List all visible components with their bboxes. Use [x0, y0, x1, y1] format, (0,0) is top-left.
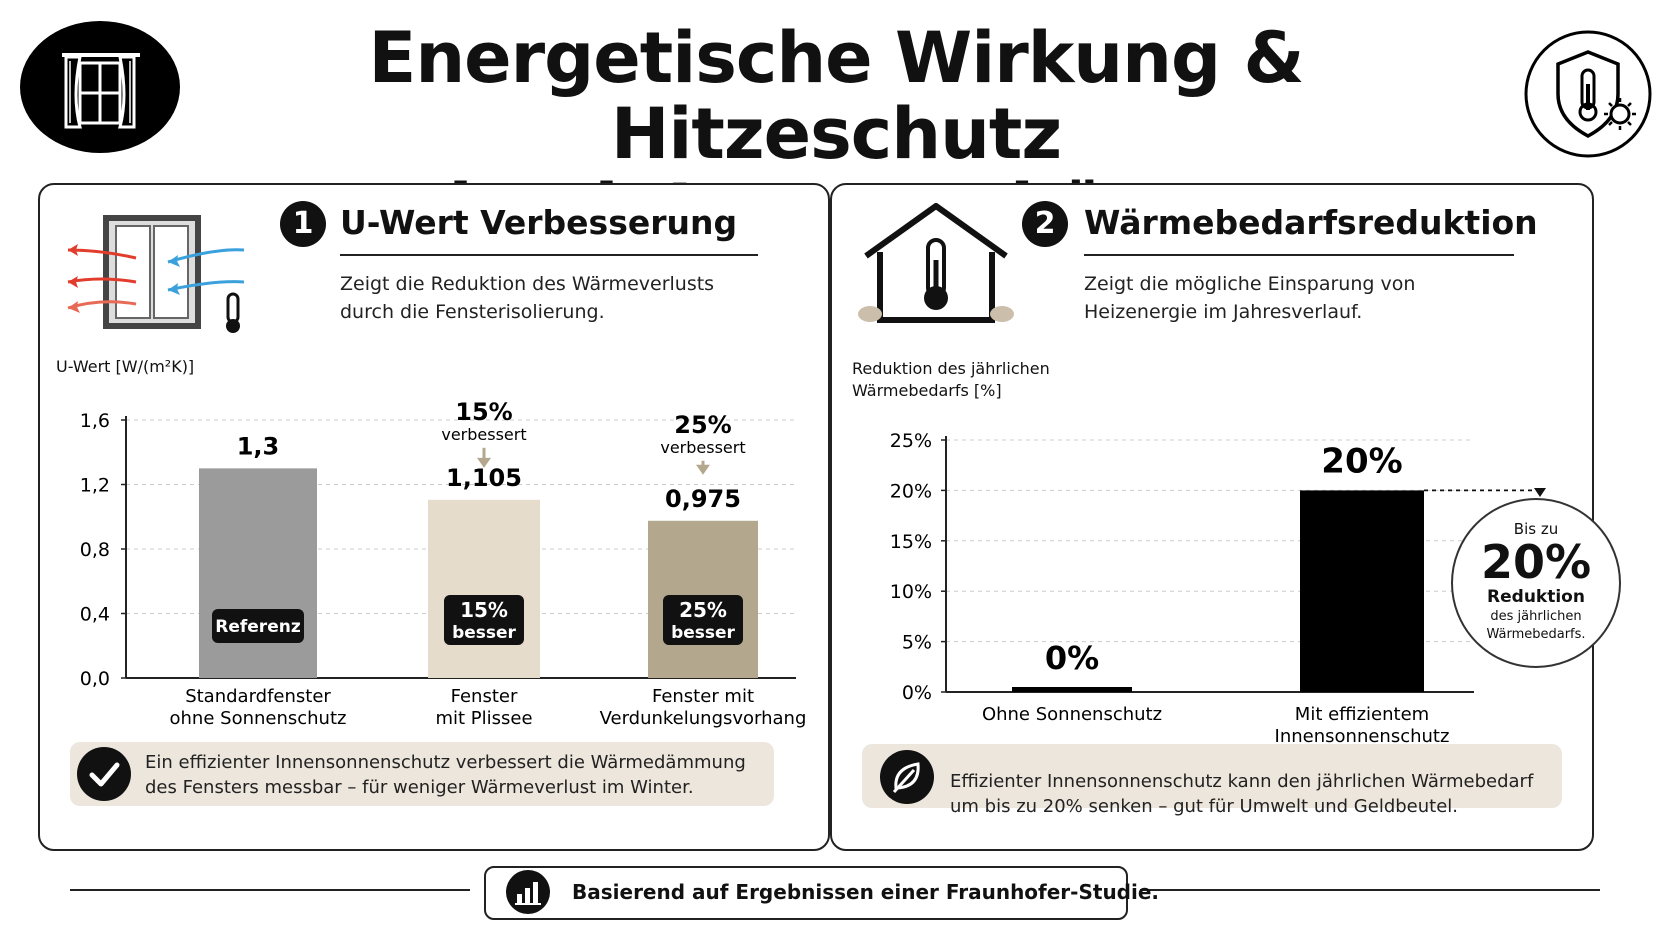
- checkmark-icon: [77, 747, 131, 801]
- callout-line3: des jährlichen: [1490, 609, 1582, 624]
- chart1-bar: [199, 468, 317, 678]
- chart2-ylabel-line1: Reduktion des jährlichen: [852, 359, 1050, 378]
- chart1-annotation-pct: 15%: [455, 398, 512, 426]
- callout-value: 20%: [1480, 535, 1592, 589]
- window-heatflow-icon: [56, 210, 246, 340]
- chart2-tick-label: 0%: [902, 682, 932, 704]
- panel2-note-line2: um bis zu 20% senken – gut für Umwelt un…: [950, 796, 1459, 817]
- panel1-note-line2: des Fensters messbar – für weniger Wärme…: [145, 777, 694, 798]
- panel2-note: [862, 744, 1562, 808]
- chart2-plot: 0% 5% 10% 15% 20% 25% 0% Ohne Sonnenschutz 20% Mi…: [890, 430, 1546, 747]
- chart2-callout-arrowhead: [1534, 488, 1546, 497]
- chart2-ylabel: Reduktion des jährlichen Wärmebedarfs [%…: [852, 358, 1050, 402]
- chart1-tick-label: 0,8: [80, 539, 110, 561]
- panel1-description-line1: Zeigt die Reduktion des Wärmeverlusts: [340, 273, 715, 295]
- chart1-bar: [428, 499, 540, 678]
- chart1-tick-label: 1,2: [80, 475, 110, 497]
- panel2-number: 2: [1022, 201, 1068, 247]
- footer-text: Basierend auf Ergebnissen einer Fraunhof…: [572, 880, 1160, 904]
- footer-line-right: [1140, 889, 1600, 891]
- chart1-value-label: 0,975: [665, 485, 741, 513]
- panel1-note: [70, 742, 774, 806]
- panel1-divider: [340, 254, 758, 256]
- chart2-ylabel-line2: Wärmebedarfs [%]: [852, 381, 1002, 400]
- chart2-value-label: 0%: [1045, 639, 1099, 677]
- panel2-divider: [1084, 254, 1514, 256]
- chart1-ylabel: U-Wert [W/(m²K)]: [56, 357, 195, 376]
- chart2-tick-label: 15%: [890, 531, 932, 553]
- chart2-tick-label: 25%: [890, 430, 932, 452]
- chart1-bar-badge-text: 15%: [460, 598, 508, 622]
- panel2-note-text: Effizienter Innensonnenschutz kann den j…: [950, 769, 1533, 819]
- chart1-bar-badge-text: besser: [452, 623, 516, 643]
- footer-line-left: [70, 889, 470, 891]
- chart1-category-label: Fenster: [451, 686, 518, 707]
- window-curtain-icon: [14, 17, 186, 157]
- chart1-value-label: 1,3: [237, 432, 280, 460]
- title-line-1: Energetische Wirkung & Hitzeschutz: [368, 17, 1305, 175]
- chart1-tick-label: 0,4: [80, 604, 110, 626]
- callout-line4: Wärmebedarfs.: [1486, 627, 1586, 642]
- bar-chart-icon: [506, 870, 550, 914]
- chart1-category-label: Fenster mit: [652, 686, 754, 707]
- panel1-description-line2: durch die Fensterisolierung.: [340, 301, 605, 323]
- chart1-tick-label: 1,6: [80, 410, 110, 432]
- panel1-note-text: Ein effizienter Innensonnenschutz verbes…: [145, 750, 746, 800]
- panel1-note-line1: Ein effizienter Innensonnenschutz verbes…: [145, 752, 746, 773]
- panel-waermebedarf: [830, 183, 1594, 851]
- chart1-bar-badge-text: Referenz: [215, 617, 301, 637]
- panel2-description: Zeigt die mögliche Einsparung von Heizen…: [1084, 270, 1415, 326]
- chart1-bar-badge-text: 25%: [679, 598, 727, 622]
- chart1-category-label: mit Plissee: [435, 708, 532, 729]
- chart2-bar: [1300, 490, 1424, 692]
- chart1-value-label: 1,105: [446, 464, 522, 492]
- chart1-category-label: Verdunkelungsvorhang: [600, 708, 807, 729]
- leaf-icon: [880, 750, 934, 804]
- chart2-category-label: Ohne Sonnenschutz: [982, 704, 1162, 725]
- chart2-category-label: Mit effizientem: [1295, 704, 1429, 725]
- chart2-tick-label: 10%: [890, 581, 932, 603]
- chart1-tick-label: 0,0: [80, 668, 110, 690]
- footer-box: [484, 866, 1128, 920]
- reduction-callout: Bis zu 20% Reduktion des jährlichen Wärm…: [1451, 498, 1621, 668]
- chart1-annotation-word: verbessert: [441, 425, 526, 444]
- chart1-category-label: ohne Sonnenschutz: [170, 708, 347, 729]
- panel2-title: Wärmebedarfsreduktion: [1084, 203, 1538, 242]
- chart1-bar-badge: [663, 595, 743, 645]
- shield-thermometer-sun-icon: [1522, 28, 1654, 160]
- chart1-annotation-word: verbessert: [660, 438, 745, 457]
- panel2-note-line1: Effizienter Innensonnenschutz kann den j…: [950, 771, 1534, 792]
- chart2-value-label: 20%: [1321, 441, 1402, 481]
- panel2-description-line1: Zeigt die mögliche Einsparung von: [1084, 273, 1416, 295]
- panel1-title: U-Wert Verbesserung: [340, 203, 738, 242]
- panel1-description: Zeigt die Reduktion des Wärmeverlusts du…: [340, 270, 714, 326]
- panel2-description-line2: Heizenergie im Jahresverlauf.: [1084, 301, 1363, 323]
- chart2-bar: [1012, 687, 1132, 692]
- chart1-bar-badge: [212, 609, 304, 643]
- chart2-category-label: Innensonnenschutz: [1275, 726, 1450, 747]
- callout-line1: Bis zu: [1513, 520, 1559, 538]
- callout-line2: Reduktion: [1487, 587, 1585, 607]
- chart1-bar-badge-text: besser: [671, 623, 735, 643]
- chart1-annotation-pct: 25%: [674, 411, 731, 439]
- chart2-tick-label: 5%: [902, 632, 932, 654]
- chart1-category-label: Standardfenster: [185, 686, 331, 707]
- chart1-annotation-arrowhead: [477, 457, 491, 468]
- chart1-bar-badge: [444, 595, 524, 645]
- panel1-number: 1: [280, 201, 326, 247]
- chart2-tick-label: 20%: [890, 480, 932, 502]
- chart1-plot: 0,0 0,4 0,8 1,2 1,6 1,3 Referenz Standardfenste…: [80, 398, 807, 729]
- house-thermometer-icon: [856, 200, 1016, 330]
- chart1-annotation-arrowhead: [696, 464, 710, 475]
